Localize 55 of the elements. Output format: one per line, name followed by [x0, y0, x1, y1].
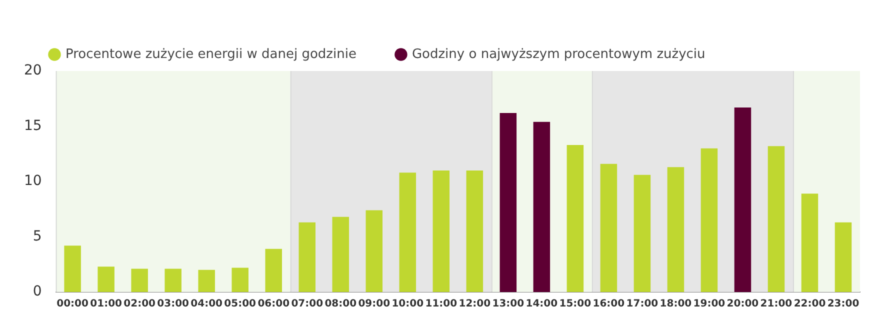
bar [64, 246, 81, 292]
x-tick-label: 08:00 [324, 298, 357, 310]
x-tick-label: 23:00 [827, 298, 860, 310]
bar [667, 167, 684, 292]
x-tick-label: 07:00 [291, 298, 324, 310]
x-tick-label: 06:00 [258, 298, 290, 310]
x-tick-label: 22:00 [794, 298, 826, 310]
bar [265, 248, 282, 292]
bar [164, 268, 182, 292]
x-tick-label: 05:00 [224, 298, 256, 310]
bar [332, 216, 350, 292]
x-tick-label: 16:00 [592, 298, 625, 310]
x-tick-label: 20:00 [726, 298, 759, 310]
bar [500, 112, 517, 292]
x-tick-label: 15:00 [559, 298, 592, 310]
y-tick-label: 15 [24, 118, 42, 134]
bar [600, 164, 618, 292]
bar [366, 210, 383, 292]
x-tick-label: 01:00 [90, 298, 122, 310]
x-tick-label: 10:00 [392, 298, 424, 310]
y-tick-label: 20 [24, 62, 42, 79]
y-tick-label: 5 [32, 228, 42, 244]
x-tick-label: 04:00 [190, 298, 223, 310]
x-tick-label: 19:00 [693, 298, 726, 310]
bar [466, 170, 484, 292]
x-tick-label: 00:00 [56, 298, 89, 310]
bar [834, 222, 852, 292]
x-tick-label: 14:00 [526, 298, 558, 310]
bar [768, 146, 785, 292]
x-tick-label: 21:00 [760, 298, 792, 310]
bar [634, 174, 651, 292]
x-tick-label: 17:00 [626, 298, 658, 310]
bar [734, 107, 752, 292]
x-tick-label: 12:00 [458, 298, 491, 310]
y-tick-label: 10 [24, 173, 42, 190]
bar [700, 148, 718, 292]
legend-label: Godziny o najwyższym procentowym zużyciu [412, 46, 706, 62]
x-tick-label: 13:00 [492, 298, 524, 310]
bar [801, 194, 818, 292]
bar [131, 268, 148, 292]
x-tick-label: 03:00 [157, 298, 190, 310]
bar [533, 122, 550, 292]
x-tick-label: 11:00 [425, 298, 458, 310]
bar [198, 270, 215, 292]
bar [232, 268, 248, 292]
bar [432, 170, 450, 292]
legend-label: Procentowe zużycie energii w danej godzinie [66, 46, 356, 62]
bar [399, 172, 416, 292]
bar [98, 266, 114, 292]
bar [298, 222, 316, 292]
y-tick-label: 0 [32, 284, 42, 300]
x-tick-label: 18:00 [660, 298, 692, 310]
bar [566, 145, 584, 292]
x-tick-label: 09:00 [358, 298, 390, 310]
x-tick-label: 02:00 [124, 298, 156, 310]
